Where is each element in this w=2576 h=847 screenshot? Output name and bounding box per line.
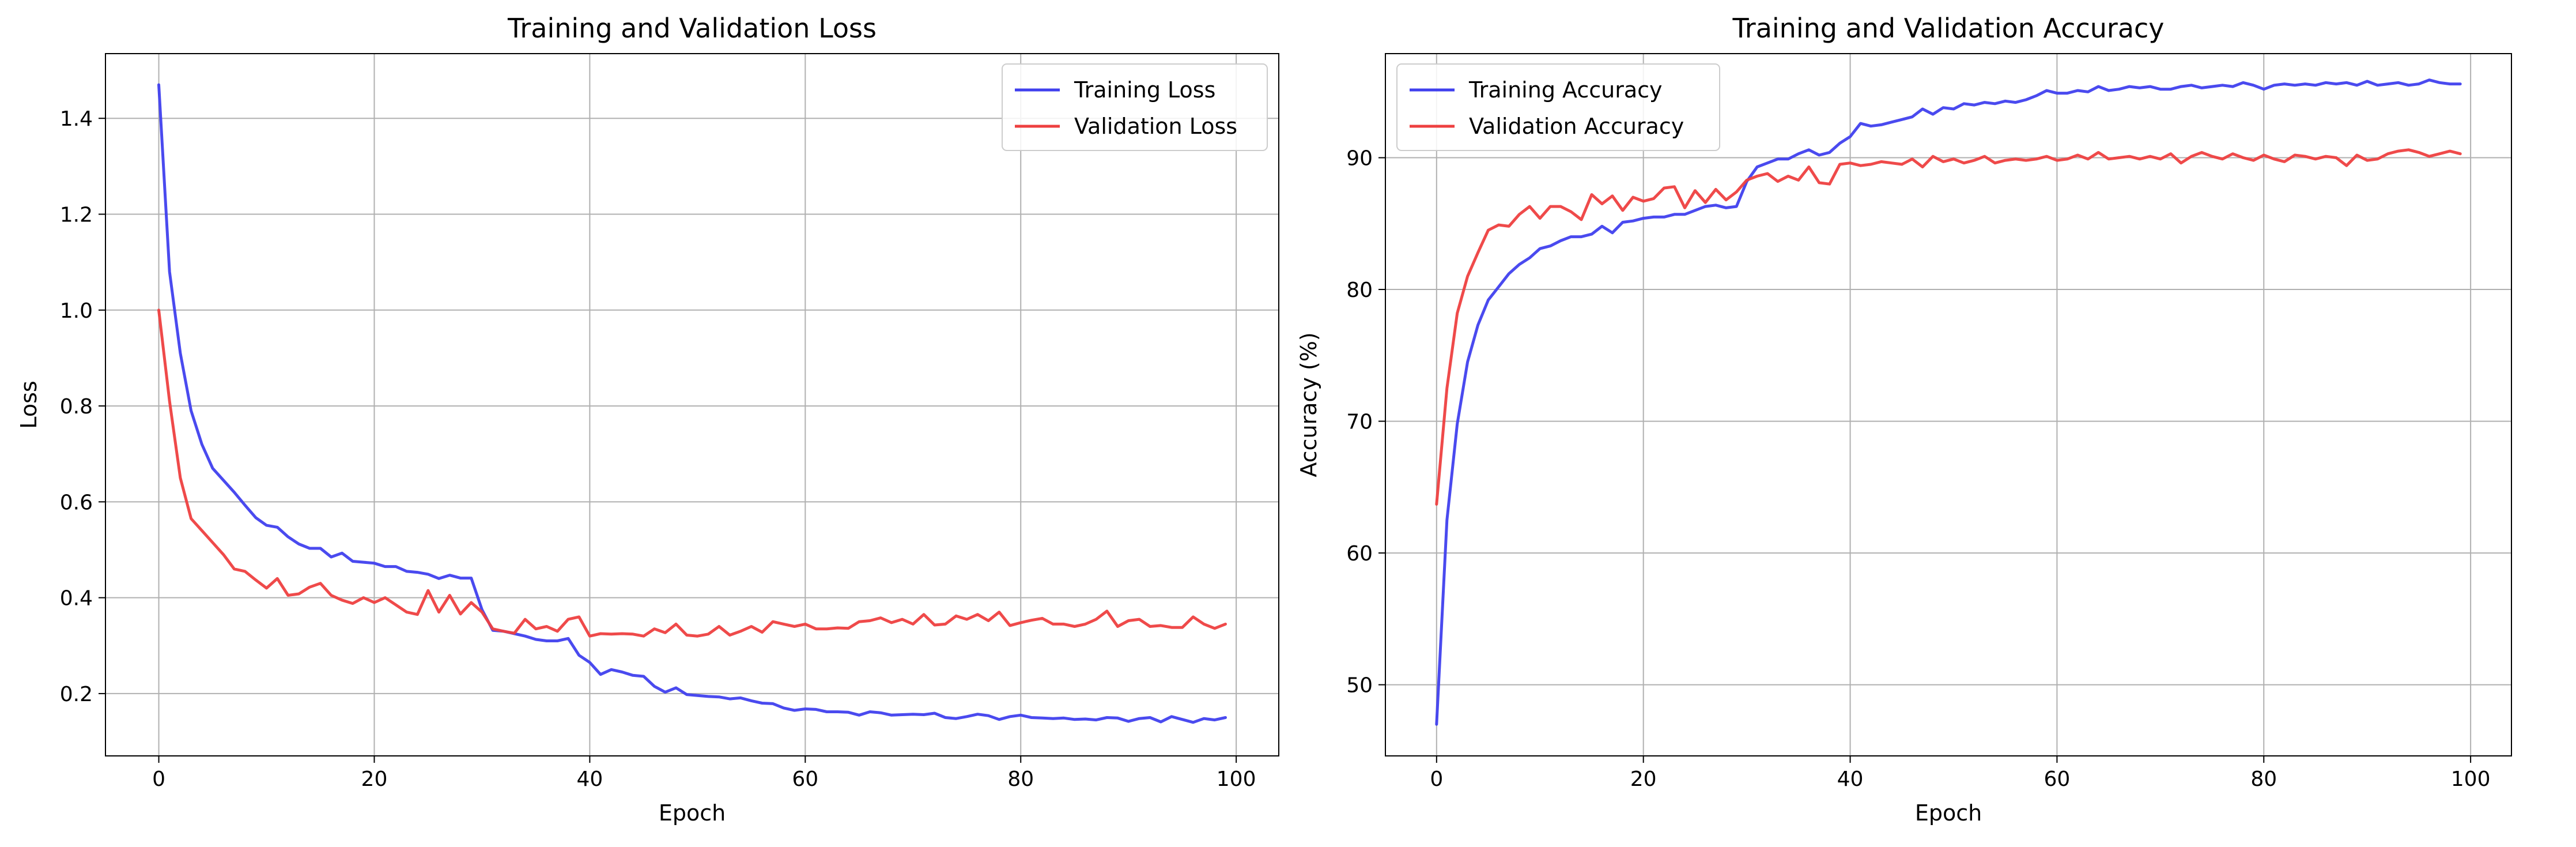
loss-y-tick-label-6: 1.4 [60, 107, 93, 131]
loss-legend-box [1002, 63, 1268, 151]
loss-legend-label-1: Validation Loss [1074, 114, 1237, 139]
loss-ticks: 0 20 40 60 80 100 0.2 0.4 0.6 0.8 1.0 1.2 1.4 [60, 107, 1256, 791]
accuracy-y-tick-label-2: 70 [1346, 411, 1373, 434]
accuracy-legend-label-0: Training Accuracy [1468, 77, 1663, 103]
accuracy-series-lines [1435, 78, 2462, 726]
loss-y-tick-label-2: 0.6 [60, 491, 93, 514]
accuracy-x-tick-label-80: 80 [2250, 767, 2277, 791]
loss-y-tick-label-5: 1.2 [60, 204, 93, 227]
accuracy-legend-box [1396, 63, 1720, 151]
accuracy-y-tick-label-0: 50 [1346, 674, 1373, 698]
loss-series-lines [157, 83, 1227, 724]
accuracy-x-axis-label: Epoch [1915, 800, 1982, 826]
loss-legend-label-0: Training Loss [1074, 77, 1215, 103]
accuracy-legend-label-1: Validation Accuracy [1469, 114, 1684, 139]
loss-x-tick-label-80: 80 [1007, 767, 1034, 791]
accuracy-chart-title: Training and Validation Accuracy [1732, 13, 2164, 44]
loss-x-tick-label-40: 40 [576, 767, 603, 791]
accuracy-axes-frame [1385, 53, 2512, 756]
loss-series-line-1 [157, 308, 1227, 638]
accuracy-y-tick-label-4: 90 [1346, 147, 1373, 171]
loss-chart: 0 20 40 60 80 100 0.2 0.4 0.6 0.8 1.0 1.2 1.4 Traini… [16, 13, 1279, 826]
accuracy-series-line-1 [1435, 148, 2462, 506]
accuracy-y-axis-label: Accuracy (%) [1296, 332, 1321, 477]
loss-x-tick-label-60: 60 [792, 767, 818, 791]
loss-legend: Training Loss Validation Loss [1002, 63, 1268, 151]
accuracy-ticks: 0 20 40 60 80 100 50 60 70 80 90 [1346, 147, 2490, 791]
accuracy-chart: 0 20 40 60 80 100 50 60 70 80 90 Training and Vali… [1296, 13, 2512, 826]
loss-x-tick-label-20: 20 [361, 767, 388, 791]
accuracy-series-line-0 [1435, 78, 2462, 726]
accuracy-x-tick-label-20: 20 [1630, 767, 1657, 791]
loss-x-tick-label-100: 100 [1217, 767, 1256, 791]
loss-axes-frame [105, 53, 1279, 756]
accuracy-x-tick-label-0: 0 [1430, 767, 1443, 791]
loss-y-tick-label-0: 0.2 [60, 683, 93, 706]
loss-y-tick-label-3: 0.8 [60, 395, 93, 419]
accuracy-x-tick-label-40: 40 [1837, 767, 1864, 791]
accuracy-y-tick-label-3: 80 [1346, 278, 1373, 302]
accuracy-legend: Training Accuracy Validation Accuracy [1396, 63, 1720, 151]
accuracy-x-tick-label-100: 100 [2451, 767, 2491, 791]
loss-x-tick-label-0: 0 [152, 767, 165, 791]
loss-x-axis-label: Epoch [659, 800, 726, 826]
loss-y-tick-label-1: 0.4 [60, 587, 93, 611]
accuracy-x-tick-label-60: 60 [2044, 767, 2070, 791]
loss-y-axis-label: Loss [16, 381, 41, 428]
loss-chart-title: Training and Validation Loss [507, 13, 877, 44]
accuracy-y-tick-label-1: 60 [1346, 542, 1373, 566]
loss-y-tick-label-4: 1.0 [60, 299, 93, 323]
loss-series-line-0 [157, 83, 1227, 724]
